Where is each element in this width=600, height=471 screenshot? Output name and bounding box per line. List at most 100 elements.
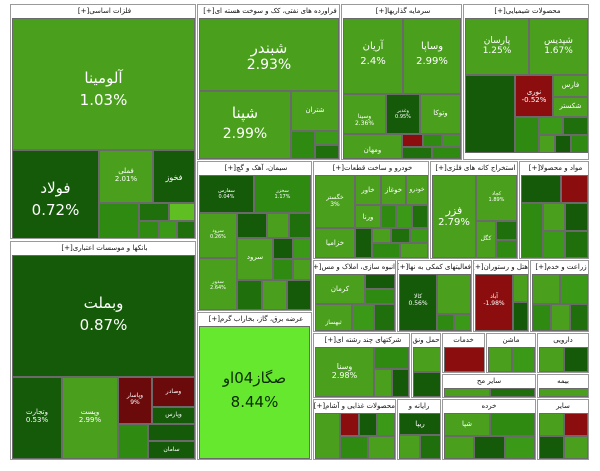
- sector-hotel[interactable]: هتل و رستوران[+] آباد -1.98%: [473, 260, 529, 332]
- sector-support[interactable]: فعالیتهای کمکی به نها[+] کالا 0.56%: [397, 260, 472, 332]
- stock-tile[interactable]: [267, 213, 289, 238]
- stock-tile[interactable]: [437, 314, 454, 331]
- stock-tile[interactable]: [539, 135, 555, 153]
- stock-tile[interactable]: [444, 347, 484, 372]
- expand-button[interactable]: [+]: [435, 164, 447, 172]
- expand-button[interactable]: [+]: [528, 164, 541, 172]
- stock-tile[interactable]: کگل: [476, 221, 496, 258]
- stock-tile[interactable]: سرود 0.26%: [199, 213, 237, 258]
- stock-tile[interactable]: وتوکا: [420, 94, 461, 134]
- sector-banks[interactable]: بانکها و موسسات اعتباری[+] وبملت 0.87% و…: [10, 241, 196, 460]
- stock-tile[interactable]: [564, 413, 588, 436]
- stock-tile[interactable]: [561, 175, 588, 203]
- expand-button[interactable]: [+]: [208, 315, 221, 323]
- stock-tile[interactable]: خاور: [355, 175, 381, 205]
- stock-tile[interactable]: [543, 231, 565, 258]
- sector-petroleum[interactable]: فراورده های نفتی، کک و سوخت هسته ای[+] ش…: [197, 4, 340, 160]
- stock-tile[interactable]: [293, 238, 311, 259]
- stock-tile[interactable]: [565, 231, 588, 258]
- sector-metals[interactable]: فلزات اساسی[+] آلومینا 1.03% فولاد 0.72%…: [10, 4, 196, 239]
- stock-tile[interactable]: سفارس 0.04%: [199, 175, 254, 213]
- expand-button[interactable]: [+]: [61, 244, 73, 252]
- stock-tile[interactable]: [560, 274, 588, 304]
- stock-tile[interactable]: [539, 413, 564, 436]
- sector-investment[interactable]: سرمایه گذاریها[+] آریان 2.4% وساپا 2.99%…: [341, 4, 462, 160]
- stock-tile[interactable]: وصادر: [152, 377, 195, 407]
- stock-tile[interactable]: سخزر 1.17%: [254, 175, 311, 213]
- stock-tile[interactable]: نوری -0.52%: [515, 75, 553, 117]
- stock-tile[interactable]: [563, 117, 588, 135]
- stock-tile[interactable]: [539, 117, 563, 135]
- stock-tile[interactable]: کچاد 1.89%: [476, 175, 517, 221]
- stock-tile[interactable]: [521, 175, 561, 203]
- stock-tile[interactable]: [423, 134, 442, 147]
- stock-tile[interactable]: [273, 238, 293, 259]
- stock-tile[interactable]: [365, 289, 395, 304]
- stock-tile[interactable]: [291, 131, 315, 159]
- stock-tile[interactable]: [368, 436, 395, 459]
- sector-auto[interactable]: خودرو و ساخت قطعات[+] خگستر 3% خاور خوغا…: [313, 161, 429, 259]
- stock-tile[interactable]: وسینا 2.36%: [343, 94, 386, 134]
- expand-button[interactable]: [+]: [224, 164, 236, 172]
- stock-tile[interactable]: [287, 280, 311, 310]
- stock-tile[interactable]: [571, 135, 588, 153]
- stock-tile[interactable]: شپنا 2.99%: [199, 91, 291, 159]
- stock-tile[interactable]: [413, 347, 440, 372]
- stock-tile[interactable]: خوغاز: [381, 175, 406, 205]
- stock-tile[interactable]: پارسان 1.25%: [465, 18, 529, 75]
- stock-tile[interactable]: [490, 388, 535, 397]
- stock-tile[interactable]: شپدیس 1.67%: [529, 18, 588, 75]
- sector-transport[interactable]: حمل ونق: [411, 333, 441, 398]
- stock-tile[interactable]: شپا: [444, 413, 490, 436]
- stock-tile[interactable]: وتجارت 0.53%: [12, 377, 62, 459]
- expand-button[interactable]: [+]: [398, 263, 409, 271]
- stock-tile[interactable]: خگستر 3%: [315, 175, 355, 228]
- stock-tile[interactable]: [512, 347, 535, 372]
- stock-tile[interactable]: [374, 369, 392, 397]
- stock-tile[interactable]: کرمان: [315, 274, 365, 304]
- stock-tile[interactable]: [513, 274, 528, 302]
- stock-tile[interactable]: وپاسار 9%: [118, 377, 152, 424]
- sector-chemicals[interactable]: محصولات شیمیایی[+] پارسان 1.25% شپدیس 1.…: [463, 4, 589, 160]
- sector-insurance[interactable]: بیمه: [537, 374, 589, 398]
- stock-tile[interactable]: سامان: [148, 441, 195, 459]
- stock-tile[interactable]: [432, 147, 461, 159]
- stock-tile[interactable]: [340, 413, 359, 436]
- stock-tile[interactable]: [515, 117, 539, 153]
- stock-tile[interactable]: [289, 213, 311, 238]
- expand-button[interactable]: [+]: [535, 263, 547, 271]
- sector-cement[interactable]: سیمان، آهک و گچ[+] سفارس 0.04% سخزر 1.17…: [197, 161, 312, 311]
- stock-tile[interactable]: [564, 347, 588, 372]
- sector-agriculture[interactable]: زراعت و خدم[+]: [530, 260, 589, 332]
- sector-food[interactable]: محصولات غذایی و آشام[+]: [313, 399, 396, 460]
- stock-tile[interactable]: [474, 436, 505, 459]
- stock-tile[interactable]: [118, 424, 148, 459]
- expand-button[interactable]: [+]: [203, 7, 215, 15]
- stock-tile[interactable]: [374, 304, 395, 331]
- expand-button[interactable]: [+]: [474, 263, 484, 271]
- sector-utilities[interactable]: عرضه برق، گاز، بخاراب گرم[+] صگاز04او 8.…: [197, 312, 312, 460]
- stock-tile[interactable]: شبندر 2.93%: [199, 18, 339, 91]
- sector-multi[interactable]: شرکتهای چند رشته ای[+] وسنا 2.98%: [313, 333, 410, 398]
- stock-tile[interactable]: [372, 228, 391, 243]
- sector-textile[interactable]: ساير: [537, 399, 589, 460]
- expand-button[interactable]: [+]: [77, 7, 90, 15]
- stock-tile[interactable]: [237, 213, 267, 238]
- stock-tile[interactable]: وپارس: [152, 407, 195, 424]
- stock-tile[interactable]: [177, 221, 195, 238]
- stock-tile[interactable]: [413, 372, 440, 397]
- sector-materials[interactable]: مواد و محصولا[+]: [519, 161, 589, 259]
- sector-realestate[interactable]: انبوه سازی، املاک و مس[+] کرمان ثبهساز: [313, 260, 396, 332]
- stock-tile[interactable]: [139, 203, 169, 221]
- stock-tile[interactable]: فارس: [553, 75, 588, 97]
- stock-tile[interactable]: [420, 435, 440, 459]
- stock-tile[interactable]: [521, 203, 543, 258]
- stock-tile[interactable]: [396, 205, 412, 228]
- stock-tile[interactable]: [539, 436, 564, 459]
- sector-machinery[interactable]: ماشن: [486, 333, 536, 373]
- stock-tile[interactable]: [359, 413, 377, 436]
- stock-tile[interactable]: [139, 221, 159, 238]
- stock-tile[interactable]: [400, 243, 428, 258]
- stock-tile[interactable]: شکستر: [553, 97, 588, 117]
- stock-tile[interactable]: [315, 131, 339, 145]
